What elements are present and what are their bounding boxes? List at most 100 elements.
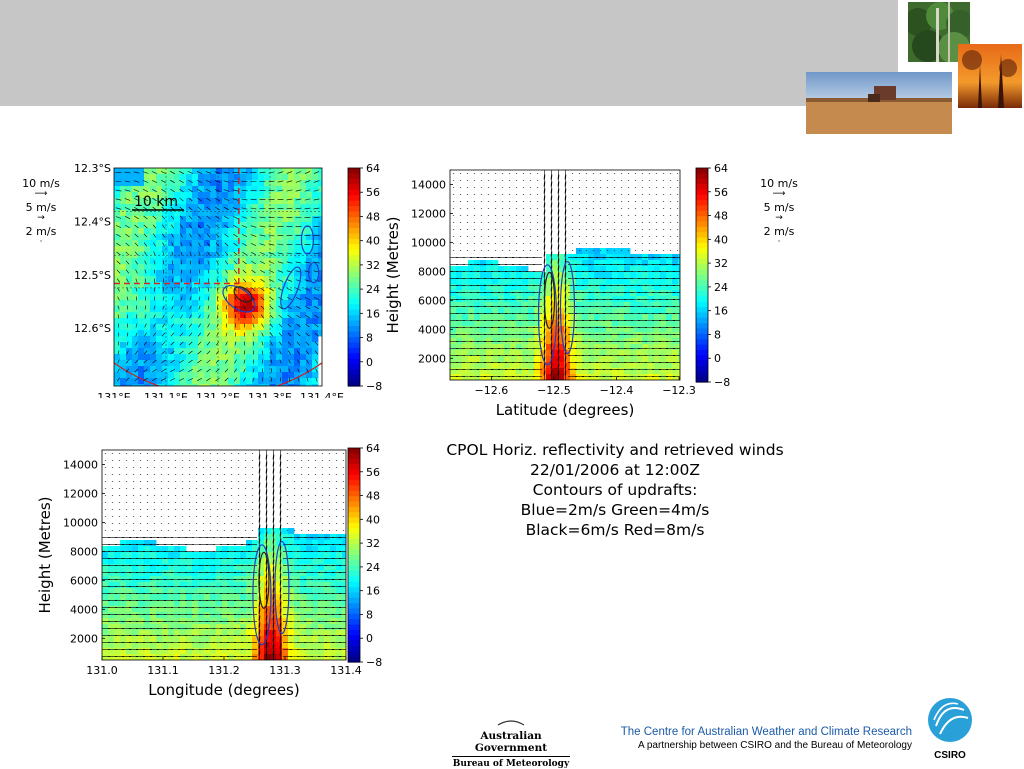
arrow-long-icon: ⟶	[12, 190, 70, 199]
crest-icon	[496, 719, 526, 727]
y-tick: 12.5°S	[74, 269, 111, 282]
arrow-long-icon: ⟶	[750, 190, 808, 199]
colorbar-tick: 56	[366, 186, 380, 199]
y-tick: 12000	[411, 207, 446, 220]
caption-line-3: Contours of updrafts:	[400, 480, 830, 500]
x-tick: −12.3	[662, 384, 696, 397]
colorbar-tick: 0	[714, 352, 721, 365]
colorbar-tick: −8	[366, 656, 382, 669]
colorbar-tick: 40	[714, 233, 728, 246]
gov-divider	[452, 756, 570, 757]
y-tick: 12.4°S	[74, 215, 111, 228]
colorbar-tick: 64	[714, 162, 728, 175]
colorbar-tick: 32	[366, 259, 380, 272]
fire-photo	[958, 44, 1022, 108]
scale-label: 10 km	[134, 194, 178, 210]
lat-section-chart: 1400012000100008000600040002000−12.6−12.…	[384, 158, 734, 422]
x-tick: −12.4	[600, 384, 634, 397]
colorbar-tick: 16	[366, 307, 380, 320]
y-axis-label: Height (Metres)	[384, 217, 402, 334]
colorbar: 64 56 48 40 32 24 16 8 0 −8	[348, 442, 382, 669]
colorbar-tick: 24	[366, 561, 380, 574]
wind-legend-right: 10 m/s ⟶ 5 m/s → 2 m/s ·	[750, 177, 808, 247]
x-tick: 131.3	[269, 664, 301, 677]
y-tick: 14000	[63, 458, 98, 471]
x-tick: 131°E	[97, 391, 130, 398]
colorbar-tick: 24	[714, 281, 728, 294]
colorbar-tick: 32	[714, 257, 728, 270]
y-tick: 12000	[63, 487, 98, 500]
csiro-logo: CSIRO	[924, 696, 976, 762]
y-axis-label: Height (Metres)	[36, 497, 54, 614]
y-tick: 12.6°S	[74, 322, 111, 335]
y-tick: 10000	[63, 516, 98, 529]
y-tick: 8000	[70, 545, 98, 558]
gov-line-1: Australian Government	[448, 730, 574, 754]
x-tick: 131.1°E	[144, 391, 188, 398]
wheat-field-photo	[806, 72, 952, 134]
y-tick: 2000	[70, 632, 98, 645]
colorbar-tick: 64	[366, 442, 380, 455]
colorbar-tick: 40	[366, 235, 380, 248]
colorbar-tick: 8	[366, 608, 373, 621]
plan-view-panel: 10 km 12.3°S 12.4°S 12.5°S 12.6°S 131°E 131.1°…	[64, 158, 384, 398]
x-tick: 131.1	[147, 664, 179, 677]
x-tick: −12.5	[537, 384, 571, 397]
arrow-mid-icon: →	[750, 214, 808, 223]
x-tick: 131.4	[330, 664, 362, 677]
y-tick: 8000	[418, 265, 446, 278]
colorbar-tick: 0	[366, 632, 373, 645]
colorbar-tick: 56	[714, 186, 728, 199]
colorbar-tick: 48	[714, 210, 728, 223]
colorbar-tick: 0	[366, 356, 373, 369]
arrow-short-icon: ·	[12, 238, 70, 247]
y-tick: 10000	[411, 236, 446, 249]
x-axis-label: Latitude (degrees)	[496, 401, 635, 419]
wind-legend-left: 10 m/s ⟶ 5 m/s → 2 m/s ·	[12, 177, 70, 247]
y-tick: 14000	[411, 178, 446, 191]
colorbar-tick: −8	[714, 376, 730, 389]
colorbar-tick: 8	[366, 332, 373, 345]
y-tick: 6000	[70, 574, 98, 587]
section-field: 1400012000100008000600040002000−12.6−12.…	[384, 168, 696, 420]
centre-text: The Centre for Australian Weather and Cl…	[560, 726, 912, 751]
arrow-short-icon: ·	[750, 238, 808, 247]
x-tick: 131.2°E	[196, 391, 240, 398]
caption-line-4: Blue=2m/s Green=4m/s	[400, 500, 830, 520]
colorbar-tick: 24	[366, 283, 380, 296]
australian-government-logo: Australian Government Bureau of Meteorol…	[448, 718, 574, 764]
x-tick: 131.4°E	[300, 391, 344, 398]
caption-line-1: CPOL Horiz. reflectivity and retrieved w…	[400, 440, 830, 460]
y-tick: 12.3°S	[74, 162, 111, 175]
x-axis-label: Longitude (degrees)	[148, 681, 299, 699]
plan-view-field: 10 km 12.3°S 12.4°S 12.5°S 12.6°S 131°E 131.1°…	[64, 158, 384, 398]
colorbar-tick: 32	[366, 537, 380, 550]
colorbar-tick: 48	[366, 210, 380, 223]
colorbar-tick: 56	[366, 466, 380, 479]
centre-title: The Centre for Australian Weather and Cl…	[560, 726, 912, 738]
plan-view-chart: 10 km 12.3°S 12.4°S 12.5°S 12.6°S 131°E 131.1°…	[64, 158, 384, 398]
y-tick: 4000	[418, 323, 446, 336]
caption-line-5: Black=6m/s Red=8m/s	[400, 520, 830, 540]
x-tick: 131.0	[86, 664, 118, 677]
colorbar-tick: 64	[366, 162, 380, 175]
figure-caption: CPOL Horiz. reflectivity and retrieved w…	[400, 440, 830, 540]
x-tick: 131.2	[208, 664, 240, 677]
caption-line-2: 22/01/2006 at 12:00Z	[400, 460, 830, 480]
colorbar-tick: 40	[366, 513, 380, 526]
csiro-label: CSIRO	[934, 750, 966, 761]
colorbar-tick: 16	[366, 585, 380, 598]
colorbar-tick: 48	[366, 490, 380, 503]
x-tick: 131.3°E	[248, 391, 292, 398]
colorbar-tick: 8	[714, 328, 721, 341]
header-bar	[0, 0, 900, 106]
centre-subtitle: A partnership between CSIRO and the Bure…	[560, 740, 912, 751]
y-tick: 2000	[418, 352, 446, 365]
x-tick: −12.6	[475, 384, 509, 397]
